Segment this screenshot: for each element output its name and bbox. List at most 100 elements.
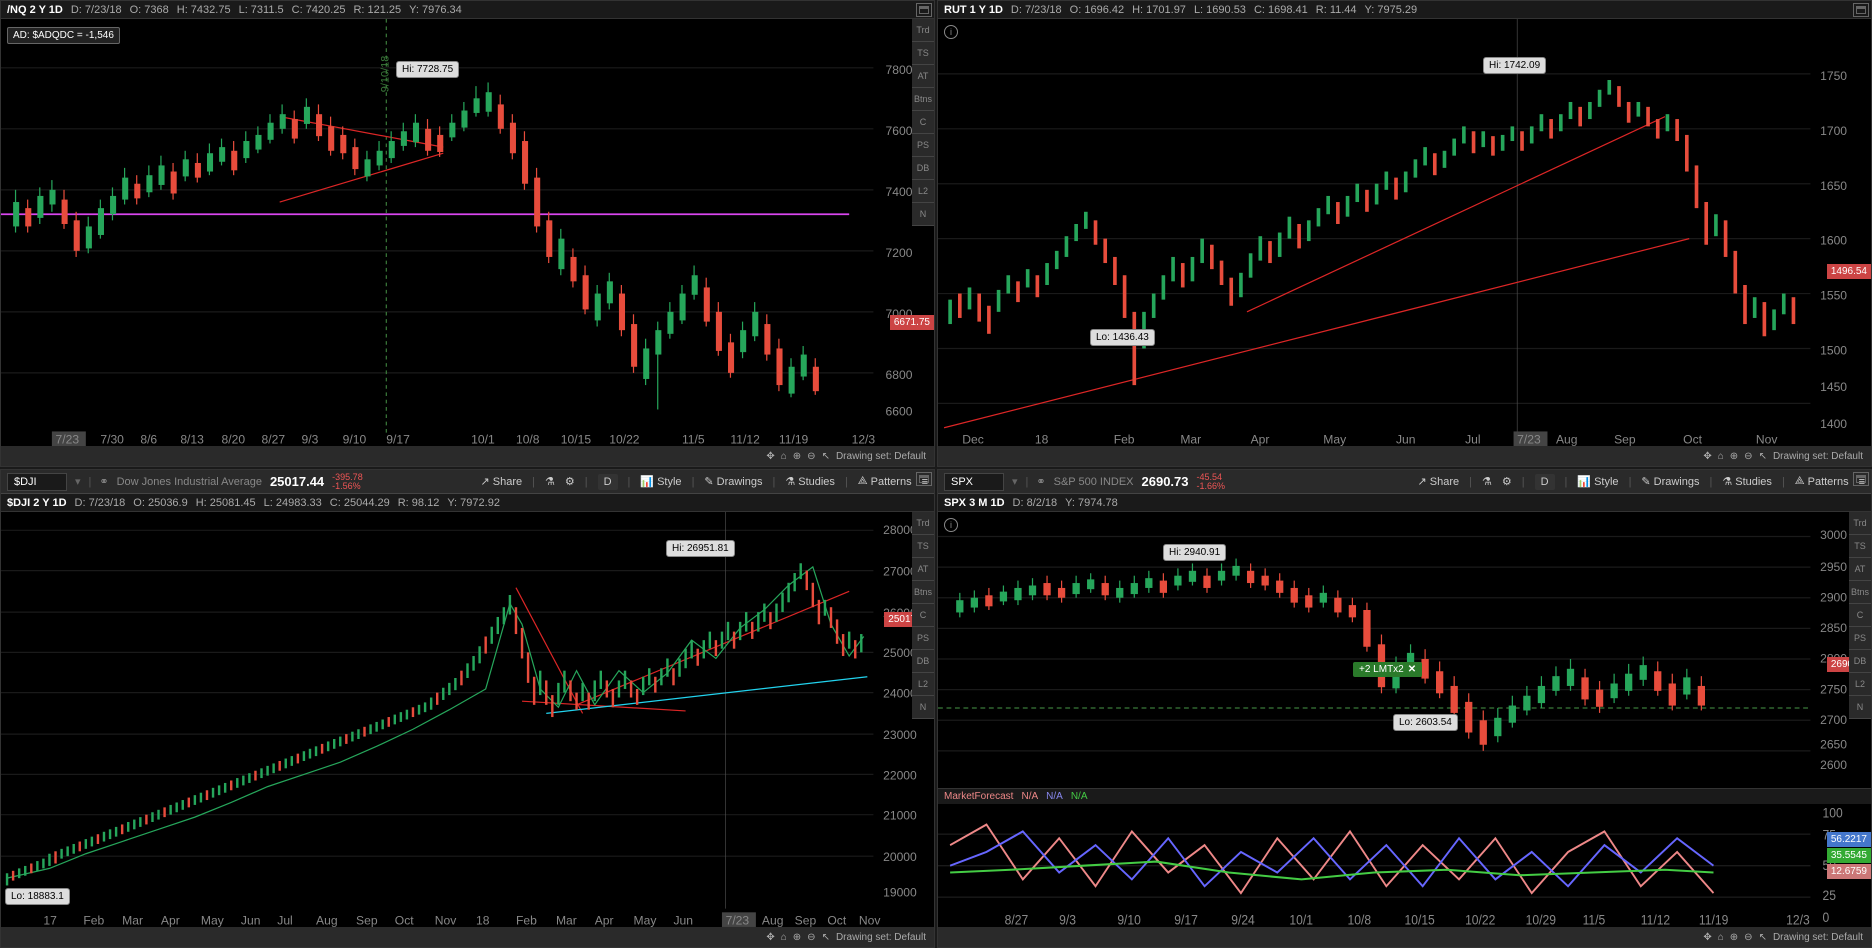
link-icon[interactable]: ⚭: [99, 475, 108, 488]
share-button[interactable]: ↗ Share: [481, 475, 523, 488]
style-button[interactable]: 📊 Style: [640, 475, 681, 488]
symbol-label: SPX 3 M 1D: [944, 497, 1005, 509]
home-icon[interactable]: ⌂: [1718, 451, 1724, 462]
cursor-icon[interactable]: ↖: [1759, 451, 1767, 462]
studies-button[interactable]: ⚗ Studies: [1722, 475, 1772, 488]
side-tab-ts[interactable]: TS: [912, 535, 934, 558]
side-tab-n[interactable]: N: [912, 203, 934, 226]
chart-area-dji[interactable]: Hi: 26951.81 Lo: 18883.1: [1, 512, 934, 927]
pan-icon[interactable]: ✥: [766, 451, 774, 462]
info-icon[interactable]: i: [944, 518, 958, 532]
side-tab-db[interactable]: DB: [912, 650, 934, 673]
side-tab-btns[interactable]: Btns: [912, 88, 934, 111]
side-tab-ts[interactable]: TS: [1849, 535, 1871, 558]
ohlc-date: D: 7/23/18: [1011, 4, 1062, 16]
flask-icon[interactable]: ⚗: [1482, 475, 1492, 488]
home-icon[interactable]: ⌂: [781, 932, 787, 943]
chart-area-nq[interactable]: AD: $ADQDC = -1,546 Hi: 7728.75 9/10/18: [1, 19, 934, 446]
drawing-set-label[interactable]: Drawing set: Default: [836, 932, 926, 943]
panel-nq: /NQ 2 Y 1D D: 7/23/18 O: 7368 H: 7432.75…: [0, 0, 935, 467]
side-tab-btns[interactable]: Btns: [912, 581, 934, 604]
home-icon[interactable]: ⌂: [781, 451, 787, 462]
side-tab-ps[interactable]: PS: [912, 627, 934, 650]
maximize-icon[interactable]: [916, 3, 932, 17]
patterns-button[interactable]: ⟁ Patterns: [1795, 475, 1849, 488]
drawings-button[interactable]: ✎ Drawings: [1641, 475, 1699, 488]
side-tab-trd[interactable]: Trd: [1849, 512, 1871, 535]
zoom-in-icon[interactable]: ⊕: [1730, 932, 1738, 943]
side-tab-c[interactable]: C: [912, 111, 934, 134]
svg-text:19000: 19000: [883, 885, 917, 899]
symbol-input[interactable]: [944, 473, 1004, 491]
share-button[interactable]: ↗ Share: [1418, 475, 1460, 488]
side-tab-db[interactable]: DB: [1849, 650, 1871, 673]
svg-text:10/15: 10/15: [1405, 912, 1435, 927]
indicator-area[interactable]: 1007550250 8/279/39/109/179/2410/110/810…: [938, 804, 1871, 927]
patterns-button[interactable]: ⟁ Patterns: [858, 475, 912, 488]
side-tab-ps[interactable]: PS: [912, 134, 934, 157]
zoom-in-icon[interactable]: ⊕: [793, 451, 801, 462]
side-tab-at[interactable]: AT: [912, 558, 934, 581]
maximize-icon[interactable]: [1853, 3, 1869, 17]
zoom-out-icon[interactable]: ⊖: [1744, 932, 1752, 943]
cursor-icon[interactable]: ↖: [1759, 932, 1767, 943]
svg-text:Mar: Mar: [556, 914, 577, 927]
pan-icon[interactable]: ✥: [1703, 451, 1711, 462]
candles: [13, 82, 819, 409]
side-tab-l2[interactable]: L2: [1849, 673, 1871, 696]
chart-area-spx[interactable]: i Hi: 2940.91 Lo: 2603.54 +2 LMTx2✕: [938, 512, 1871, 788]
timeframe-button[interactable]: D: [1535, 474, 1555, 490]
chart-area-rut[interactable]: i Hi: 1742.09 Lo: 1436.43: [938, 19, 1871, 446]
svg-text:May: May: [201, 914, 225, 927]
svg-text:17: 17: [43, 914, 57, 927]
symbol-input[interactable]: [7, 473, 67, 491]
zoom-out-icon[interactable]: ⊖: [807, 451, 815, 462]
side-tab-c[interactable]: C: [912, 604, 934, 627]
zoom-in-icon[interactable]: ⊕: [1730, 451, 1738, 462]
svg-text:Aug: Aug: [1556, 433, 1578, 446]
cursor-icon[interactable]: ↖: [822, 451, 830, 462]
ohlc-r: R: 98.12: [398, 497, 440, 509]
zoom-out-icon[interactable]: ⊖: [807, 932, 815, 943]
side-tab-n[interactable]: N: [912, 696, 934, 719]
indicator-val-blue: 56.2217: [1827, 832, 1871, 847]
flask-icon[interactable]: ⚗: [545, 475, 555, 488]
info-icon[interactable]: i: [944, 25, 958, 39]
side-tab-trd[interactable]: Trd: [912, 512, 934, 535]
svg-text:Jun: Jun: [1396, 433, 1416, 446]
drawing-set-label[interactable]: Drawing set: Default: [1773, 451, 1863, 462]
drawing-set-label[interactable]: Drawing set: Default: [1773, 932, 1863, 943]
side-tab-ps[interactable]: PS: [1849, 627, 1871, 650]
panel-dji: ▾ | ⚭ Dow Jones Industrial Average 25017…: [0, 469, 935, 948]
pan-icon[interactable]: ✥: [766, 932, 774, 943]
timeframe-button[interactable]: D: [598, 474, 618, 490]
side-tab-db[interactable]: DB: [912, 157, 934, 180]
style-button[interactable]: 📊 Style: [1577, 475, 1618, 488]
maximize-icon[interactable]: [1853, 472, 1869, 486]
gear-icon[interactable]: ⚙: [1502, 475, 1512, 488]
order-tag[interactable]: +2 LMTx2✕: [1353, 662, 1422, 677]
pan-icon[interactable]: ✥: [1703, 932, 1711, 943]
side-tab-at[interactable]: AT: [1849, 558, 1871, 581]
zoom-out-icon[interactable]: ⊖: [1744, 451, 1752, 462]
cursor-icon[interactable]: ↖: [822, 932, 830, 943]
maximize-icon[interactable]: [916, 472, 932, 486]
side-tab-l2[interactable]: L2: [912, 673, 934, 696]
side-tab-trd[interactable]: Trd: [912, 19, 934, 42]
side-tab-ts[interactable]: TS: [912, 42, 934, 65]
studies-button[interactable]: ⚗ Studies: [785, 475, 835, 488]
chart-svg-dji: 2800027000260002500024000230002200021000…: [1, 512, 934, 927]
zoom-in-icon[interactable]: ⊕: [793, 932, 801, 943]
side-tab-n[interactable]: N: [1849, 696, 1871, 719]
ohlc-h: H: 1701.97: [1132, 4, 1186, 16]
drawings-button[interactable]: ✎ Drawings: [704, 475, 762, 488]
side-tab-at[interactable]: AT: [912, 65, 934, 88]
side-tab-btns[interactable]: Btns: [1849, 581, 1871, 604]
link-icon[interactable]: ⚭: [1036, 475, 1045, 488]
home-icon[interactable]: ⌂: [1718, 932, 1724, 943]
gear-icon[interactable]: ⚙: [565, 475, 575, 488]
side-tab-c[interactable]: C: [1849, 604, 1871, 627]
close-icon[interactable]: ✕: [1408, 664, 1416, 675]
drawing-set-label[interactable]: Drawing set: Default: [836, 451, 926, 462]
side-tab-l2[interactable]: L2: [912, 180, 934, 203]
